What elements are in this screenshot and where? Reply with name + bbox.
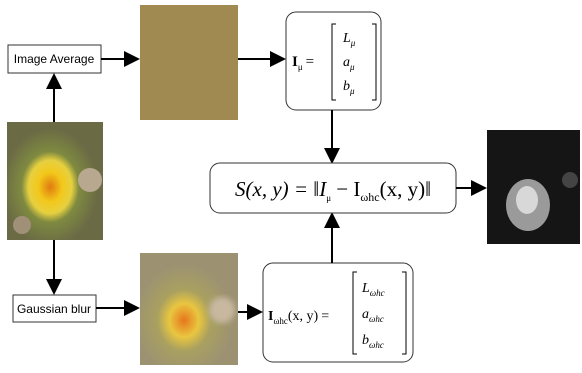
entry-sub: μ [349,86,355,96]
entry-sub: ωhc [369,314,384,324]
blur-label: Gaussian blur [17,302,91,316]
saliency-formula: S(x, y) = ‖Iμ − Iωhc(x, y)‖ [235,177,431,204]
average-swatch [140,5,238,120]
blur-vector-box [263,263,413,362]
blurred-image [140,253,238,365]
entry-base: a [362,307,369,322]
entry-base: a [343,55,350,70]
entry-base: L [342,31,351,46]
entry-sub: ωhc [369,340,384,350]
mean-vector-box [286,12,381,110]
entry-sub: μ [350,38,356,48]
entry-base: b [343,79,350,94]
entry-base: L [361,281,370,296]
stone [13,216,31,234]
stone [78,168,102,192]
diagram: Image Average Iμ= Lμaμbμ Gaussian blur I… [0,0,582,373]
entry-sub: ωhc [370,288,385,298]
entry-base: b [362,333,369,348]
saliency-map [487,130,580,244]
average-label: Image Average [14,52,95,66]
entry-sub: μ [349,62,355,72]
